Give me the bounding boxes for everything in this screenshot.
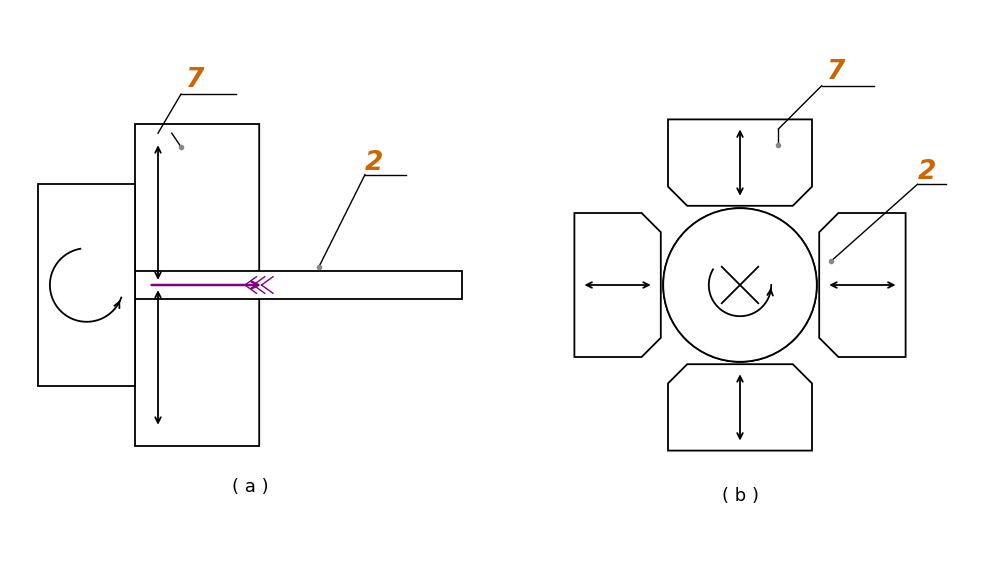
Polygon shape <box>574 213 661 357</box>
Circle shape <box>663 208 817 362</box>
Polygon shape <box>668 119 812 206</box>
Polygon shape <box>38 184 135 386</box>
Text: 7: 7 <box>827 59 845 84</box>
Polygon shape <box>668 364 812 451</box>
Circle shape <box>663 208 817 362</box>
Text: ( a ): ( a ) <box>232 478 268 496</box>
Text: 2: 2 <box>365 150 383 176</box>
Polygon shape <box>135 271 462 299</box>
Polygon shape <box>135 124 259 285</box>
Text: ( b ): ( b ) <box>722 487 759 505</box>
Polygon shape <box>135 285 259 446</box>
Text: 7: 7 <box>186 67 204 93</box>
Text: 2: 2 <box>918 160 936 185</box>
Polygon shape <box>819 213 906 357</box>
